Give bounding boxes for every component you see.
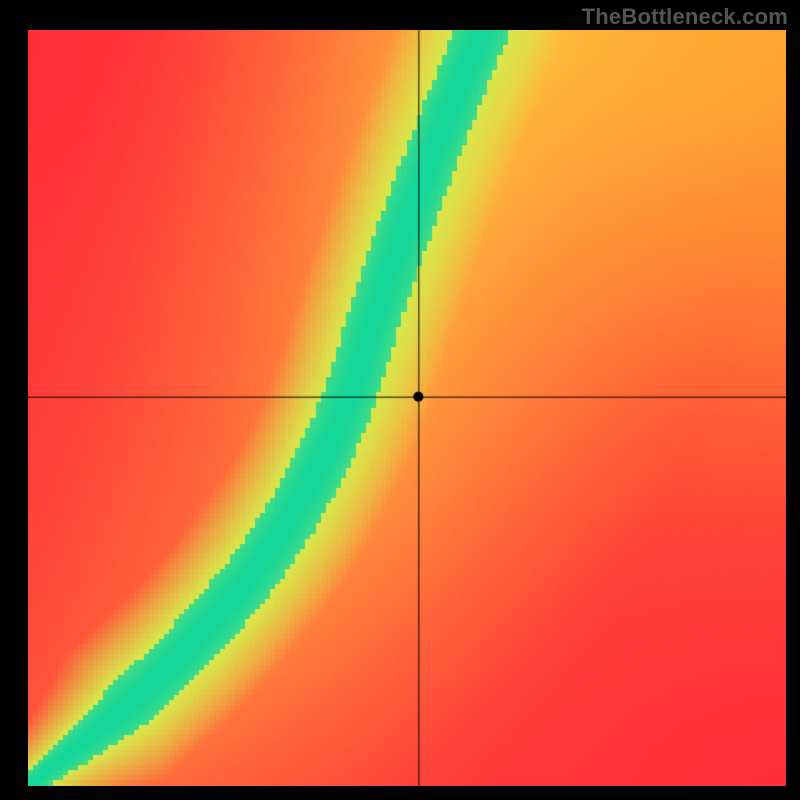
chart-container: TheBottleneck.com	[0, 0, 800, 800]
watermark-label: TheBottleneck.com	[582, 4, 788, 30]
bottleneck-heatmap	[28, 30, 786, 786]
